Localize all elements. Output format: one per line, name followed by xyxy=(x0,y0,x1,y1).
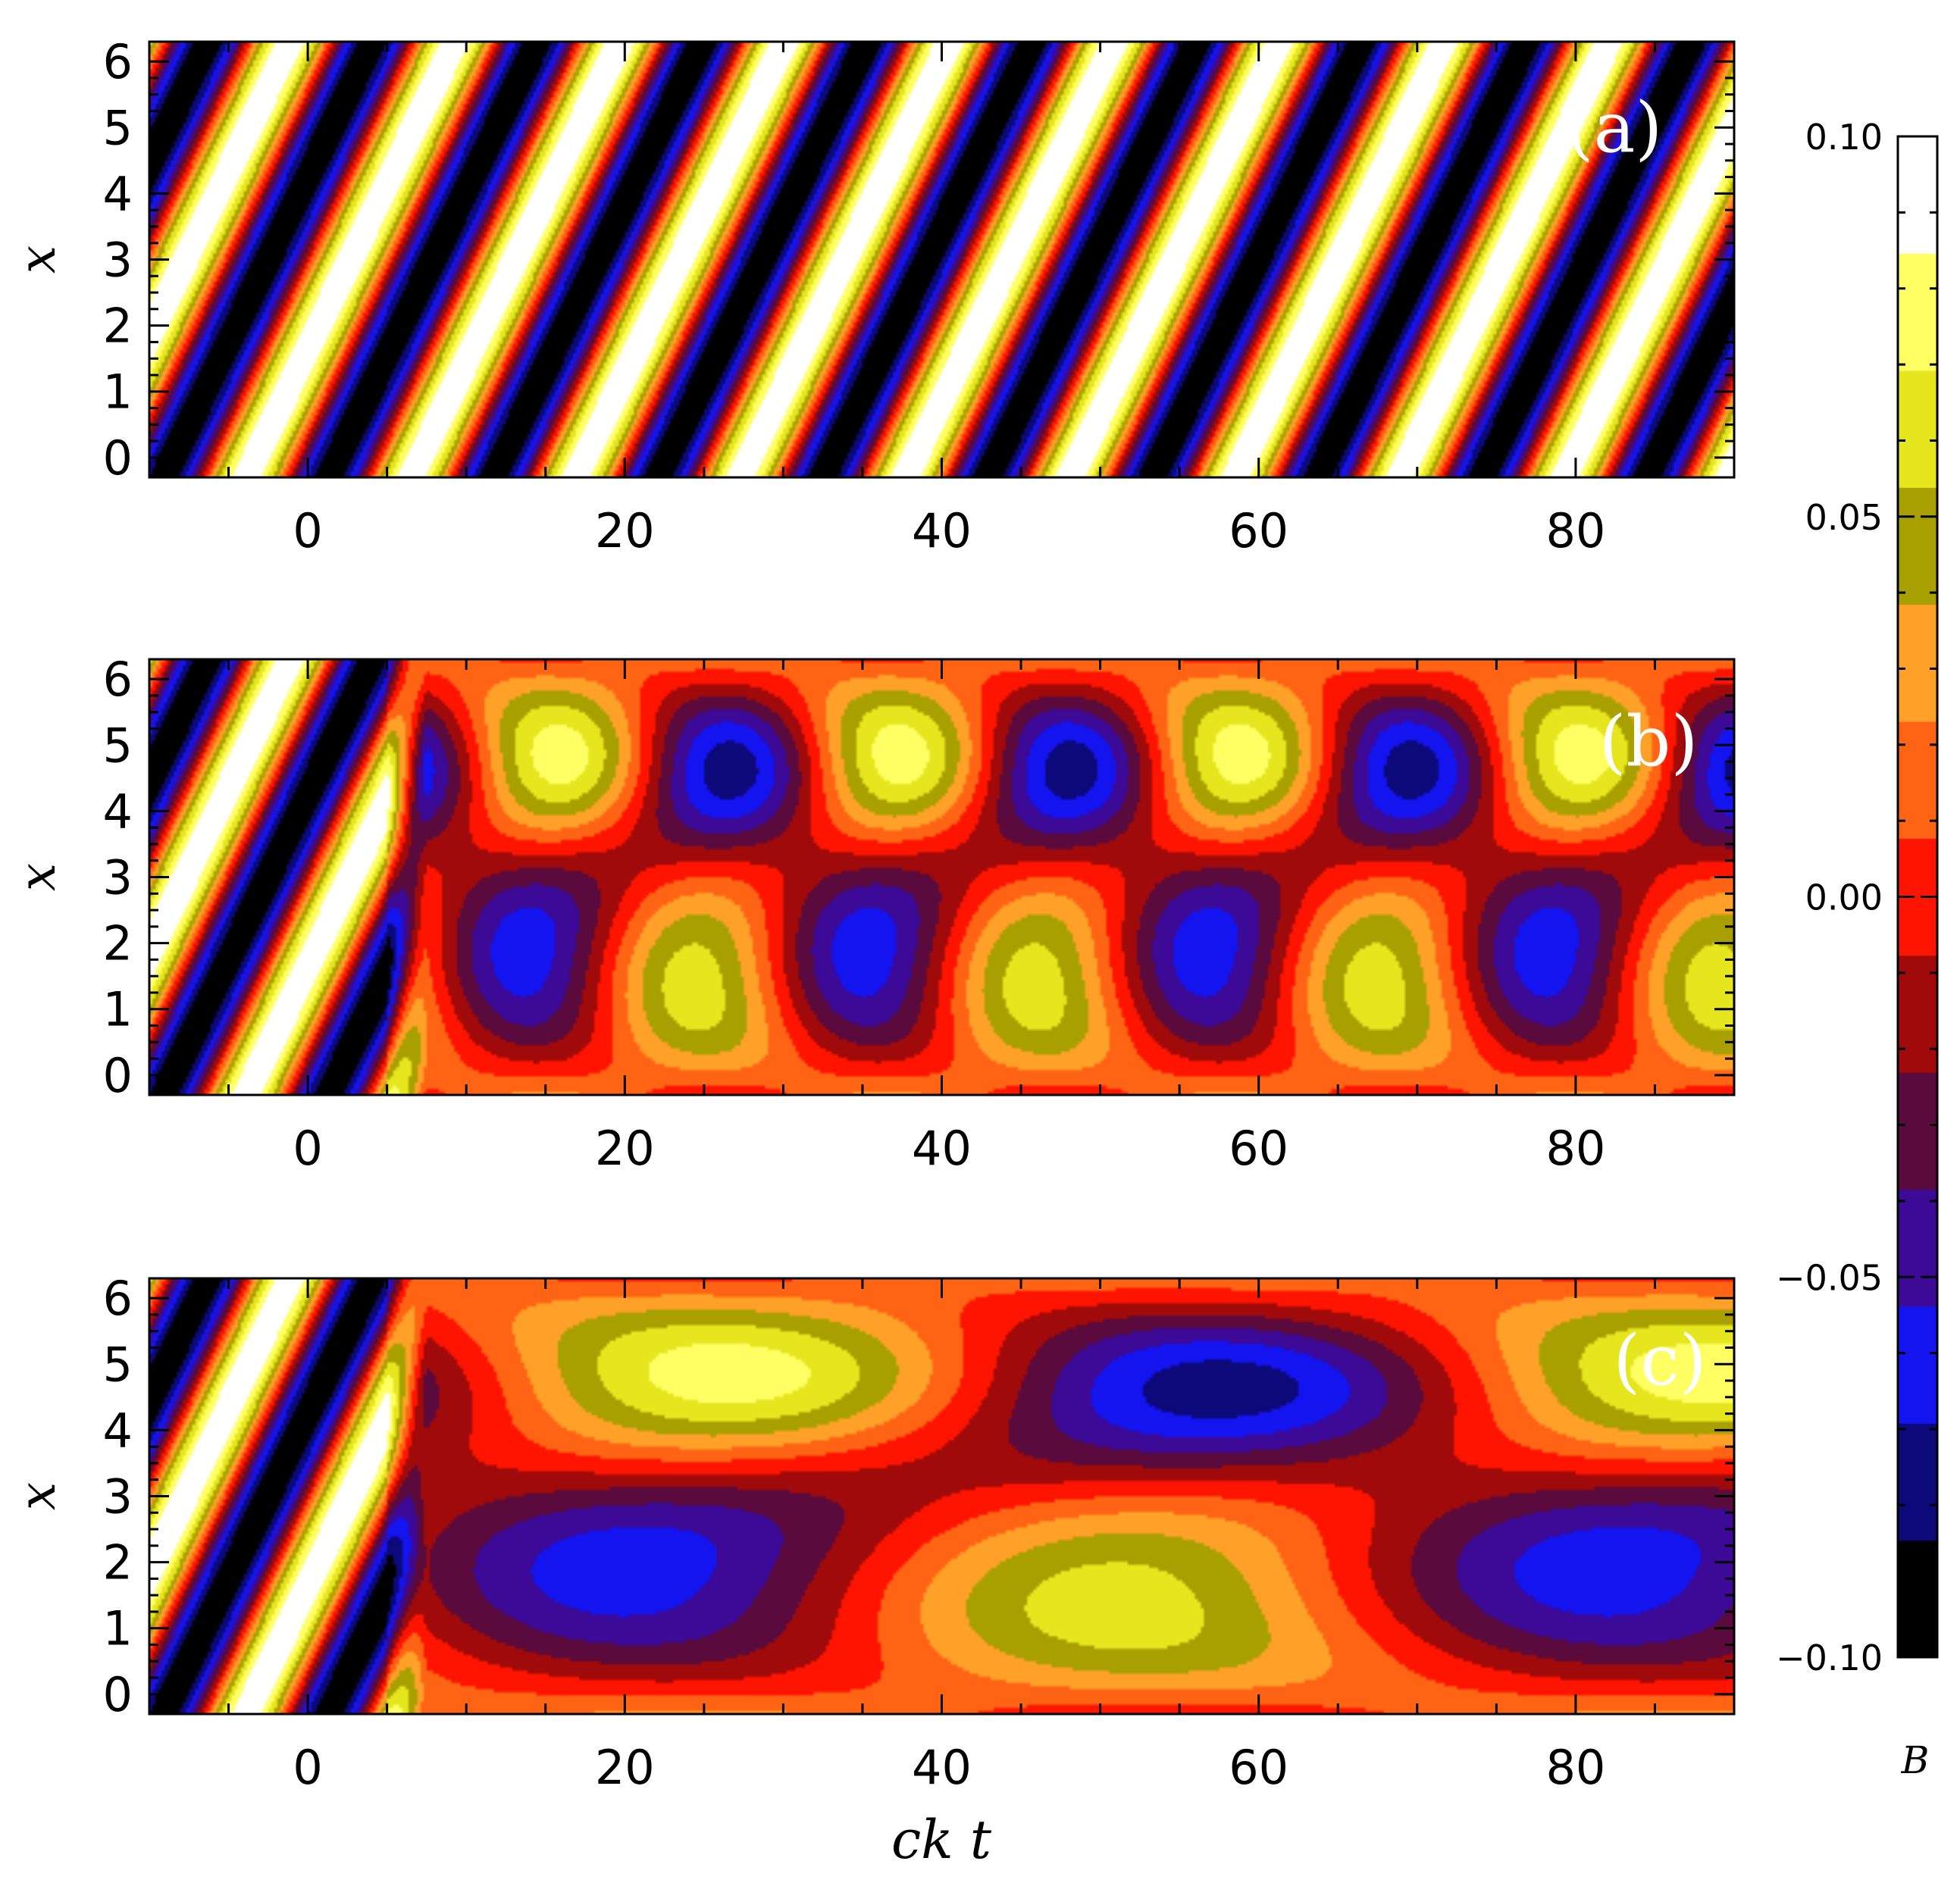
y-tick-label: 6 xyxy=(103,34,133,89)
y-tick-label: 5 xyxy=(103,718,133,773)
y-tick-label: 2 xyxy=(103,299,133,354)
x-tick-label: 80 xyxy=(1545,1121,1605,1176)
y-tick-label: 4 xyxy=(103,166,133,221)
x-tick-label: 80 xyxy=(1545,503,1605,558)
x-tick-label: 20 xyxy=(595,503,655,558)
x-tick-label: 60 xyxy=(1229,503,1288,558)
y-tick-label: 6 xyxy=(103,1271,133,1326)
colorbar-tick-label: 0.10 xyxy=(1805,117,1883,158)
panel-a: 0 20 40 60 80 0 1 2 3 4 5 6 x (a) xyxy=(8,34,1736,558)
x-tick-label: 80 xyxy=(1545,1740,1605,1795)
x-tick-label: 60 xyxy=(1229,1740,1288,1795)
colorbar-level xyxy=(1898,1072,1937,1190)
y-tick-label: 5 xyxy=(103,1337,133,1392)
colorbar-level xyxy=(1898,604,1937,722)
colorbar-variable-label: B xyxy=(1901,1738,1930,1782)
heatmap-field xyxy=(149,42,1734,477)
y-tick-label: 3 xyxy=(103,1469,133,1525)
y-tick-label: 0 xyxy=(103,1667,133,1722)
y-axis-title: x xyxy=(8,246,67,274)
colorbar-level xyxy=(1898,370,1937,488)
y-tick-label: 3 xyxy=(103,850,133,906)
y-axis-title: x xyxy=(8,1482,67,1510)
colorbar-level xyxy=(1898,253,1937,371)
y-tick-label: 4 xyxy=(103,784,133,839)
heatmap-field xyxy=(149,1278,1734,1714)
colorbar-tick-label: 0.00 xyxy=(1805,877,1883,918)
colorbar-tick-label: −0.10 xyxy=(1776,1637,1883,1678)
colorbar-level xyxy=(1898,1189,1937,1307)
y-tick-label: 6 xyxy=(103,652,133,707)
panel-label: (c) xyxy=(1613,1320,1706,1401)
x-tick-label: 0 xyxy=(293,1740,322,1795)
panel-b: 0 20 40 60 80 0 1 2 3 4 5 6 x (b) xyxy=(8,652,1736,1176)
y-tick-label: 2 xyxy=(103,1535,133,1591)
x-tick-label: 40 xyxy=(912,1121,972,1176)
y-tick-label: 2 xyxy=(103,916,133,971)
y-tick-label: 1 xyxy=(103,982,133,1037)
x-tick-label: 60 xyxy=(1229,1121,1288,1176)
panel-c: 0 20 40 60 80 0 1 2 3 4 5 6 x (c) xyxy=(8,1271,1736,1795)
panel-label: (a) xyxy=(1567,87,1663,168)
colorbar-level xyxy=(1898,955,1937,1073)
colorbar-level xyxy=(1898,1423,1937,1541)
y-tick-label: 4 xyxy=(103,1403,133,1458)
x-tick-label: 0 xyxy=(293,503,322,558)
panel-label: (b) xyxy=(1599,701,1699,782)
y-tick-label: 1 xyxy=(103,364,133,420)
x-tick-label: 20 xyxy=(595,1121,655,1176)
y-axis-title: x xyxy=(8,863,67,891)
colorbar-level xyxy=(1898,721,1937,839)
colorbar-level xyxy=(1898,487,1937,605)
colorbar: 0.10 0.05 0.00 −0.05 −0.10 B xyxy=(1776,117,1939,1782)
y-tick-label: 3 xyxy=(103,233,133,288)
y-tick-label: 0 xyxy=(103,1048,133,1103)
y-tick-label: 5 xyxy=(103,100,133,155)
colorbar-level xyxy=(1898,136,1937,254)
colorbar-tick-label: −0.05 xyxy=(1776,1257,1883,1298)
x-axis-title: ck t xyxy=(891,1809,992,1871)
x-tick-label: 0 xyxy=(293,1121,322,1176)
y-tick-label: 0 xyxy=(103,430,133,486)
colorbar-level xyxy=(1898,1306,1937,1424)
heatmap-field xyxy=(149,659,1734,1095)
y-tick-label: 1 xyxy=(103,1601,133,1656)
x-tick-label: 20 xyxy=(595,1740,655,1795)
colorbar-tick-label: 0.05 xyxy=(1805,497,1883,538)
x-tick-label: 40 xyxy=(912,1740,972,1795)
x-tick-label: 40 xyxy=(912,503,972,558)
colorbar-level xyxy=(1898,1540,1937,1658)
